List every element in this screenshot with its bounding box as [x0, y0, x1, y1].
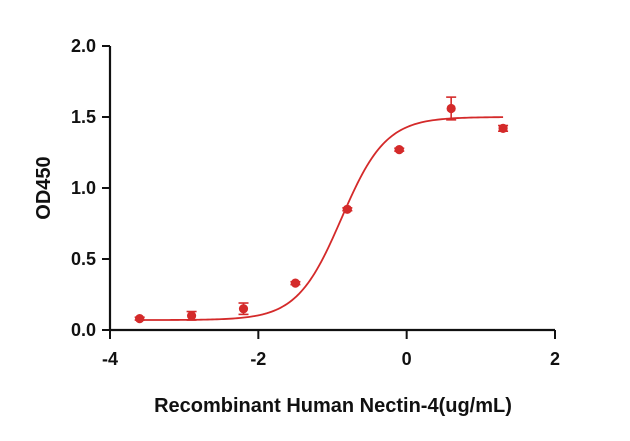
- fit-curve: [139, 116, 504, 321]
- y-axis-label: OD450: [33, 156, 55, 219]
- data-point: [342, 204, 352, 214]
- data-points-layer: [134, 96, 509, 324]
- x-tick-label: -4: [102, 349, 118, 369]
- data-point: [394, 145, 404, 155]
- y-tick-label: 0.0: [71, 320, 96, 340]
- y-tick-label: 0.5: [71, 249, 96, 269]
- axes: 0.0 0.5 1.0 1.5 2.0 -4 -2 0 2: [71, 36, 560, 369]
- fit-curve-layer: [139, 116, 504, 321]
- data-point: [498, 123, 508, 133]
- x-axis-label: Recombinant Human Nectin-4(ug/mL): [154, 395, 512, 417]
- data-point: [238, 304, 249, 314]
- x-tick-label: 2: [550, 349, 560, 369]
- data-point: [446, 103, 456, 114]
- data-point: [290, 278, 301, 288]
- y-tick-label: 1.0: [71, 178, 96, 198]
- x-tick-label: 0: [402, 349, 412, 369]
- x-tick-label: -2: [250, 349, 266, 369]
- data-point: [186, 311, 197, 321]
- y-tick-label: 1.5: [71, 107, 96, 127]
- y-tick-label: 2.0: [71, 36, 96, 56]
- data-point: [135, 314, 145, 324]
